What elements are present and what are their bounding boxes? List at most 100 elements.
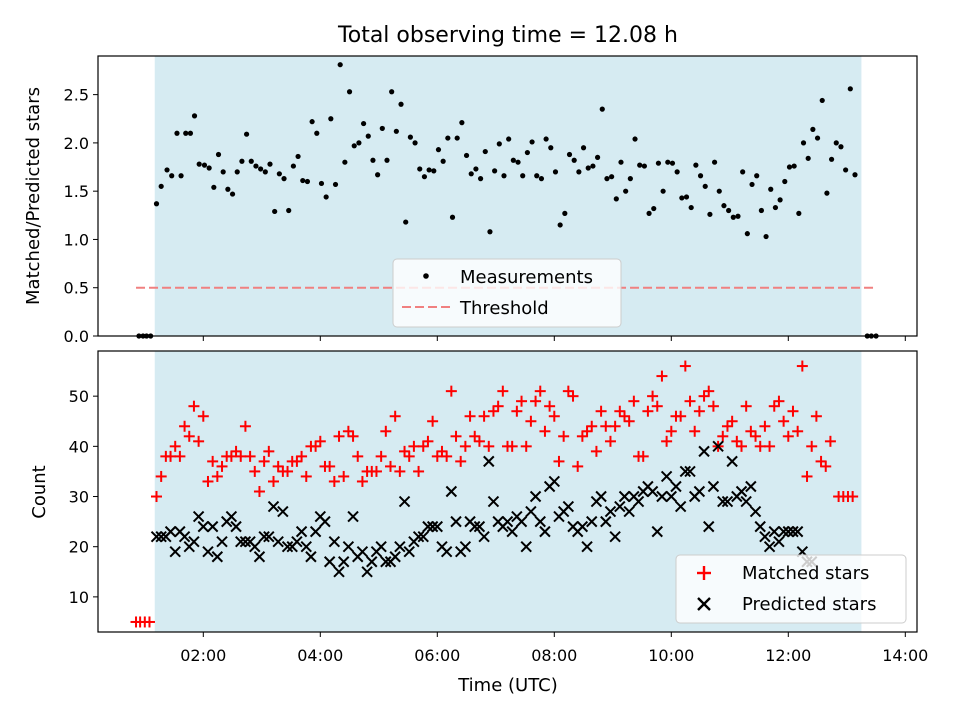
measurement-point — [810, 126, 816, 132]
measurement-point — [309, 119, 315, 125]
predicted-star-marker — [754, 520, 766, 533]
predicted-star-marker — [277, 505, 289, 518]
predicted-star-marker — [529, 490, 542, 503]
measurement-point — [594, 154, 601, 160]
predicted-star-marker — [342, 540, 355, 553]
measurement-point — [169, 173, 175, 179]
measurement-points — [136, 62, 879, 339]
predicted-star-marker — [539, 525, 551, 538]
measurement-point — [613, 196, 619, 202]
measurement-point — [819, 97, 825, 104]
matched-star-marker — [656, 370, 668, 382]
matched-star-marker — [754, 440, 766, 452]
matched-star-marker — [731, 435, 743, 447]
count-x-axis-ticks: 02:00 04:00 06:00 08:00 10:00 12:00 14:00 — [180, 632, 928, 665]
measurement-point — [548, 145, 554, 151]
predicted-star-marker — [403, 546, 415, 558]
matched-star-marker — [707, 400, 719, 412]
matched-star-marker — [342, 425, 354, 437]
measurement-point — [215, 151, 222, 158]
measurement-point — [805, 155, 811, 161]
predicted-star-marker — [319, 515, 331, 528]
count-y-tick-label: 10 — [69, 588, 89, 607]
measurement-point — [744, 231, 750, 237]
measurement-point — [599, 106, 605, 112]
measurement-point — [196, 161, 202, 167]
predicted-star-marker — [712, 440, 724, 453]
measurement-point — [375, 172, 381, 178]
measurement-point — [786, 164, 793, 170]
matched-star-marker — [516, 395, 528, 407]
matched-star-marker — [282, 465, 294, 477]
predicted-star-marker — [782, 525, 795, 538]
measurement-point — [740, 169, 746, 175]
measurement-point — [229, 191, 236, 197]
matched-star-marker — [567, 390, 579, 402]
matched-star-marker — [581, 425, 593, 437]
matched-star-marker — [530, 395, 542, 407]
measurement-point — [552, 169, 559, 175]
predicted-star-marker — [188, 535, 200, 548]
count-panel: 10 20 30 40 50 02:00 04:00 06:00 08:00 10:00 12:0… — [29, 350, 928, 696]
count-y-tick-label: 40 — [69, 437, 89, 456]
x-tick-label: 06:00 — [414, 646, 460, 665]
matched-star-marker — [422, 435, 434, 447]
measurement-point — [389, 89, 395, 95]
predicted-star-marker — [164, 525, 177, 538]
predicted-star-marker — [309, 525, 322, 538]
matched-star-marker — [375, 450, 387, 462]
matched-star-marker — [806, 440, 818, 452]
ratio-y-tick-label: 1.0 — [64, 230, 89, 249]
predicted-star-marker — [249, 540, 261, 553]
measurement-point — [304, 178, 311, 185]
measurement-point — [852, 172, 858, 178]
legend-matched-marker — [697, 566, 711, 580]
predicted-star-marker — [206, 520, 219, 533]
count-y-tick-label: 30 — [69, 488, 89, 507]
measurement-point — [688, 204, 694, 211]
measurement-point — [183, 130, 189, 136]
measurement-point — [449, 214, 456, 220]
count-legend: Matched stars Predicted stars — [675, 554, 907, 624]
measurement-point — [604, 176, 610, 182]
predicted-star-marker — [426, 520, 439, 533]
measurement-point — [295, 153, 301, 160]
measurement-point — [258, 166, 264, 172]
predicted-star-marker — [239, 535, 252, 548]
measurement-point — [403, 219, 409, 225]
matched-star-marker — [296, 450, 308, 462]
measurement-point — [557, 222, 563, 228]
measurement-point — [332, 181, 339, 188]
matched-star-marker — [684, 395, 696, 407]
count-axes-frame — [97, 350, 918, 633]
predicted-star-marker — [717, 495, 729, 508]
measurement-point — [174, 130, 180, 136]
measurement-point — [824, 190, 830, 196]
predicted-star-marker — [235, 535, 247, 548]
predicted-star-marker — [576, 520, 589, 533]
predicted-star-marker — [515, 515, 528, 528]
matched-star-marker — [263, 445, 275, 457]
measurement-point — [201, 162, 208, 168]
matched-star-marker — [291, 455, 303, 467]
measurement-point — [417, 166, 423, 172]
matched-star-marker — [651, 400, 663, 412]
measurement-point — [777, 197, 783, 203]
matched-star-marker — [314, 435, 326, 447]
predicted-star-marker — [707, 480, 720, 493]
matched-star-marker — [347, 430, 359, 442]
predicted-star-marker — [366, 556, 378, 568]
measurement-point — [754, 173, 760, 179]
matched-star-marker — [553, 455, 565, 467]
measurement-point — [445, 135, 451, 141]
measurement-point — [646, 210, 652, 216]
measurement-point — [248, 158, 254, 164]
predicted-star-marker — [263, 530, 275, 543]
ratio-axes-frame — [97, 55, 918, 337]
predicted-star-marker — [337, 556, 350, 568]
measurement-point — [290, 163, 296, 169]
predicted-star-marker — [600, 515, 612, 528]
matched-star-marker — [642, 405, 654, 417]
matched-star-marker — [539, 425, 551, 437]
matched-star-marker — [155, 470, 167, 482]
